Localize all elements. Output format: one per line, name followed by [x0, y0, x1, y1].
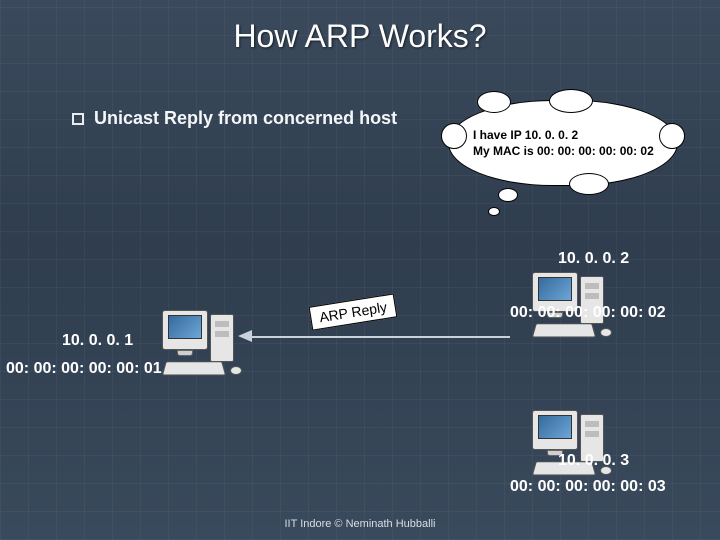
cloud-bump [659, 123, 685, 149]
computer-icon [160, 310, 246, 380]
bullet-marker [72, 113, 84, 125]
thought-cloud-body: I have IP 10. 0. 0. 2 My MAC is 00: 00: … [448, 100, 678, 186]
cloud-bump [477, 91, 511, 113]
host2-mac-label: 00: 00: 00: 00: 00: 02 [510, 304, 666, 322]
host3-ip-label: 10. 0. 0. 3 [558, 452, 629, 470]
cloud-bump [441, 123, 467, 149]
bullet-text: Unicast Reply from concerned host [94, 108, 397, 129]
slide-title: How ARP Works? [0, 0, 720, 55]
arp-reply-tag: ARP Reply [309, 293, 398, 330]
thought-cloud: I have IP 10. 0. 0. 2 My MAC is 00: 00: … [448, 100, 678, 186]
footer-credit: IIT Indore © Neminath Hubballi [0, 518, 720, 530]
host1-ip-label: 10. 0. 0. 1 [62, 332, 133, 350]
cloud-tail [488, 207, 500, 216]
arrow-line [250, 336, 510, 338]
bullet-row: Unicast Reply from concerned host [72, 108, 397, 129]
host3-mac-label: 00: 00: 00: 00: 00: 03 [510, 478, 666, 496]
cloud-bump [549, 89, 593, 113]
cloud-line-2: My MAC is 00: 00: 00: 00: 00: 02 [473, 143, 677, 159]
cloud-tail [498, 188, 518, 202]
cloud-line-1: I have IP 10. 0. 0. 2 [473, 127, 677, 143]
cloud-bump [569, 173, 609, 195]
host2-ip-label: 10. 0. 0. 2 [558, 250, 629, 268]
host1-mac-label: 00: 00: 00: 00: 00: 01 [6, 360, 162, 378]
